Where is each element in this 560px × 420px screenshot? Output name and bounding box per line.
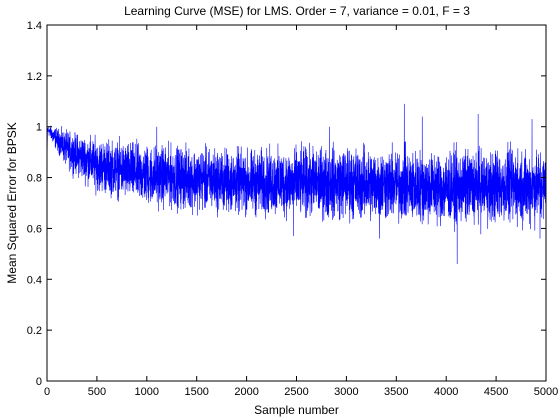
x-tick-label: 500	[88, 386, 106, 398]
x-tick-label: 3500	[384, 386, 408, 398]
x-tick-label: 4000	[434, 386, 458, 398]
y-tick-label: 1	[36, 122, 42, 134]
x-tick-label: 4500	[484, 386, 508, 398]
plot-area	[46, 103, 547, 265]
y-tick-label: 0.6	[27, 223, 42, 235]
y-tick-label: 0	[36, 376, 42, 388]
chart-title: Learning Curve (MSE) for LMS. Order = 7,…	[124, 4, 470, 18]
x-tick-label: 5000	[534, 386, 558, 398]
y-tick-label: 1.2	[27, 71, 42, 83]
x-tick-label: 3000	[334, 386, 358, 398]
x-tick-label: 2000	[234, 386, 258, 398]
x-tick-label: 2500	[284, 386, 308, 398]
y-tick-label: 0.8	[27, 173, 42, 185]
y-tick-label: 0.2	[27, 325, 42, 337]
axis-ticks: 0 500 1000 1500 2000 2500 3000 3500 4000 4500 5000…	[27, 20, 559, 398]
x-tick-label: 0	[44, 386, 50, 398]
x-tick-label: 1500	[184, 386, 208, 398]
y-tick-label: 1.4	[27, 20, 42, 32]
x-axis-label: Sample number	[254, 403, 339, 417]
x-tick-label: 1000	[135, 386, 159, 398]
axes-frame	[46, 24, 547, 382]
y-axis-label: Mean Squared Error for BPSK	[5, 122, 19, 283]
y-tick-label: 0.4	[27, 274, 42, 286]
mse-series-line	[46, 103, 547, 265]
